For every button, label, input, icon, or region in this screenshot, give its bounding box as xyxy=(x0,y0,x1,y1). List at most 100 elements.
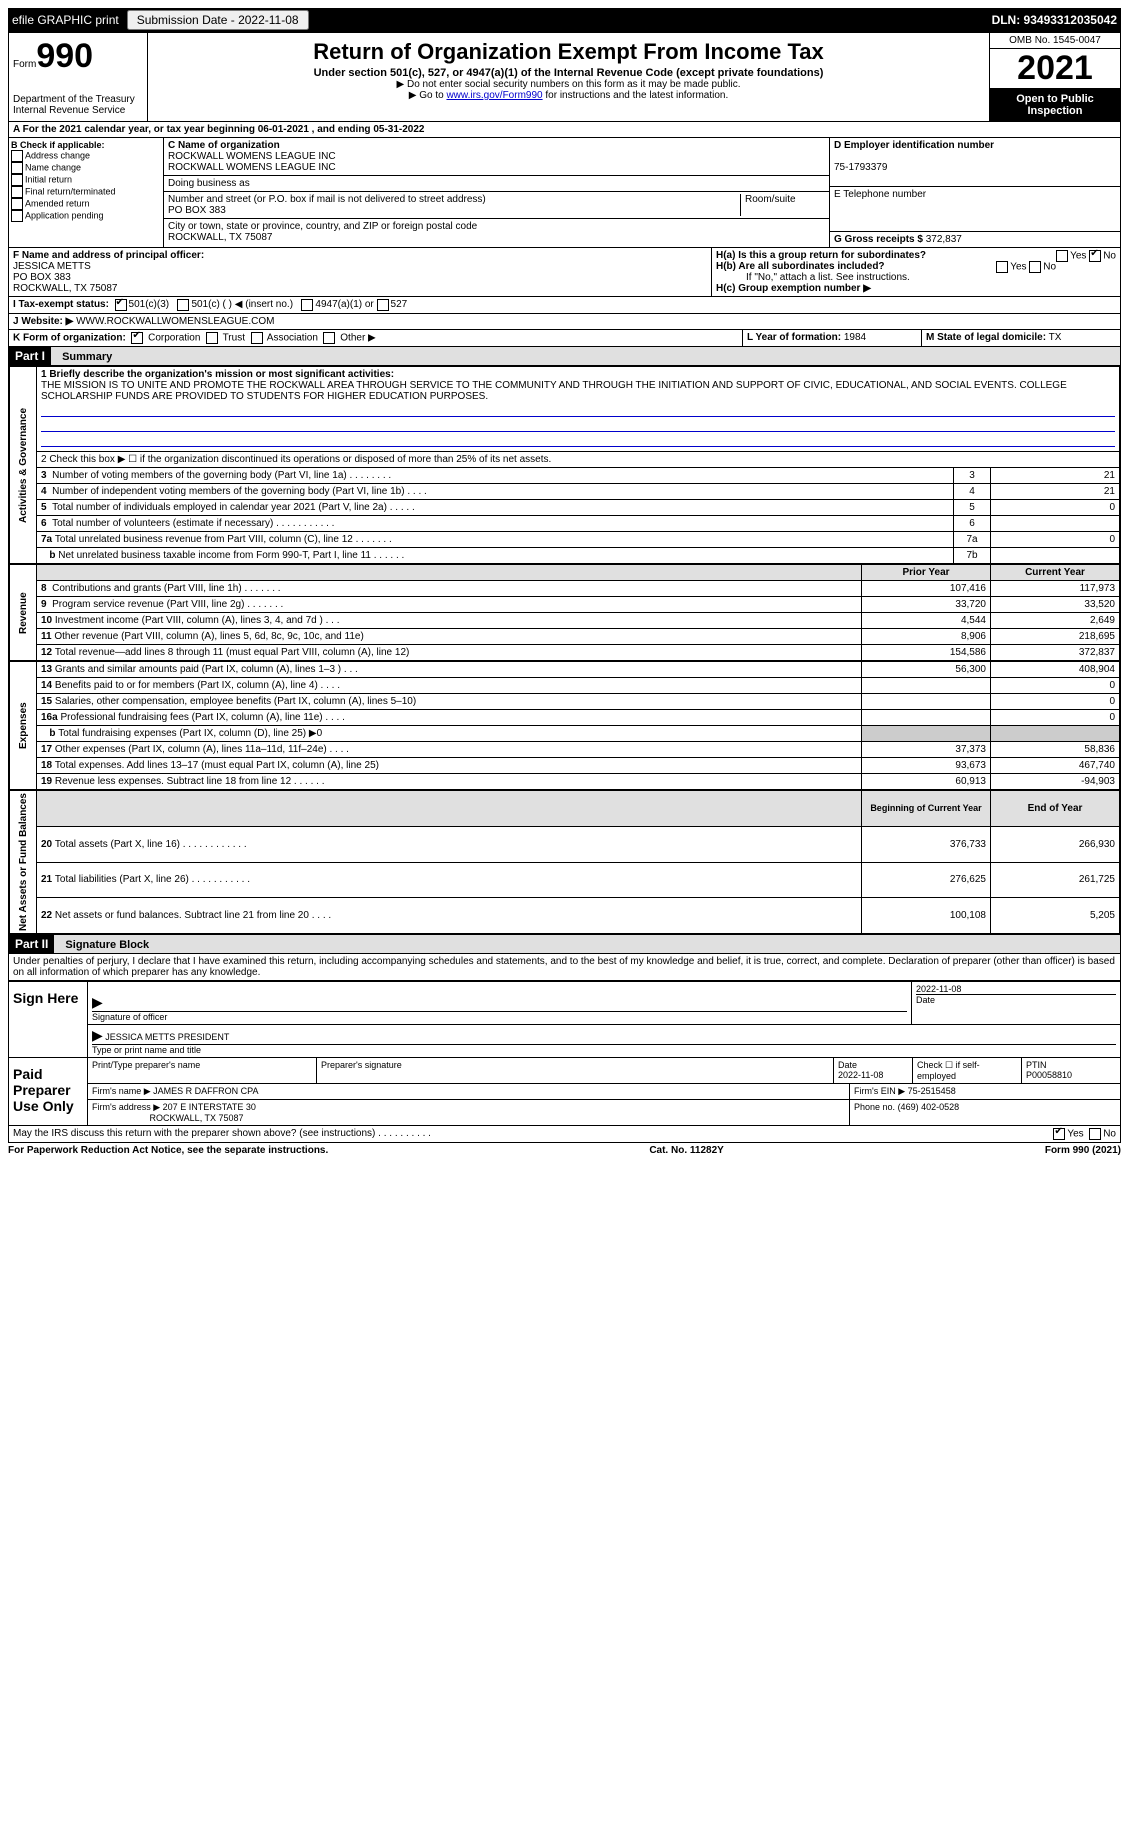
city-value: ROCKWALL, TX 75087 xyxy=(168,232,273,243)
rp12: 154,586 xyxy=(862,645,991,661)
gross-value: 372,837 xyxy=(926,234,962,245)
n7a: 7a xyxy=(41,534,52,545)
cb-assoc[interactable] xyxy=(251,332,263,344)
dba-label: Doing business as xyxy=(168,178,250,189)
hb-label: H(b) Are all subordinates included? xyxy=(716,261,885,272)
opt-pending: Application pending xyxy=(25,210,104,220)
cb-corp[interactable] xyxy=(131,332,143,344)
cb-4947[interactable] xyxy=(301,299,313,311)
gov-row-6: 6 Total number of volunteers (estimate i… xyxy=(10,516,1120,532)
cb-pending[interactable] xyxy=(11,210,23,222)
v6 xyxy=(991,516,1120,532)
cb-other[interactable] xyxy=(323,332,335,344)
cb-501c3[interactable] xyxy=(115,299,127,311)
v5: 0 xyxy=(991,500,1120,516)
opt-527: 527 xyxy=(391,299,408,311)
discuss-yes[interactable] xyxy=(1053,1128,1065,1140)
en16a: 16a xyxy=(41,712,58,723)
ec16b xyxy=(991,726,1120,742)
cb-address[interactable] xyxy=(11,150,23,162)
dln-label: DLN: 93493312035042 xyxy=(992,13,1117,27)
nt22: Net assets or fund balances. Subtract li… xyxy=(55,910,331,921)
cb-final[interactable] xyxy=(11,186,23,198)
sign-here-block: Sign Here ▶ Signature of officer 2022-11… xyxy=(8,981,1121,1058)
form-subtitle: Under section 501(c), 527, or 4947(a)(1)… xyxy=(152,67,985,79)
name-label: C Name of organization xyxy=(168,140,280,151)
nn20: 20 xyxy=(41,839,52,850)
rc9: 33,520 xyxy=(991,597,1120,613)
hdr-prior: Prior Year xyxy=(862,565,991,581)
blueline-3 xyxy=(41,434,1115,447)
t6: Total number of volunteers (estimate if … xyxy=(52,518,334,529)
street-value: PO BOX 383 xyxy=(168,205,226,216)
en13: 13 xyxy=(41,664,52,675)
ein-cell: D Employer identification number 75-1793… xyxy=(830,138,1120,187)
box3: 3 xyxy=(954,468,991,484)
ha-no[interactable] xyxy=(1089,250,1101,262)
nc20: 266,930 xyxy=(991,826,1120,862)
cb-amended[interactable] xyxy=(11,198,23,210)
firm-name: JAMES R DAFFRON CPA xyxy=(153,1086,258,1096)
blueline-1 xyxy=(41,404,1115,417)
en16b: b xyxy=(49,728,55,739)
paid-preparer-block: Paid Preparer Use Only Print/Type prepar… xyxy=(8,1058,1121,1126)
phone-cell: E Telephone number xyxy=(830,187,1120,232)
opt-assoc: Association xyxy=(267,333,318,344)
en17: 17 xyxy=(41,744,52,755)
topbar: efile GRAPHIC print Submission Date - 20… xyxy=(8,8,1121,32)
section-klm: K Form of organization: Corporation Trus… xyxy=(8,330,1121,347)
cb-name[interactable] xyxy=(11,162,23,174)
title-cell: Return of Organization Exempt From Incom… xyxy=(148,33,989,121)
rt8: Contributions and grants (Part VIII, lin… xyxy=(52,583,280,594)
form-prefix: Form xyxy=(13,59,36,70)
exp-row-18: 18 Total expenses. Add lines 13–17 (must… xyxy=(10,758,1120,774)
open-inspection: Open to Public Inspection xyxy=(990,89,1120,121)
rt10: Investment income (Part VIII, column (A)… xyxy=(55,615,340,626)
opt-address: Address change xyxy=(25,150,90,160)
ep14 xyxy=(862,678,991,694)
side-netassets: Net Assets or Fund Balances xyxy=(10,791,37,934)
exp-row-15: 15 Salaries, other compensation, employe… xyxy=(10,694,1120,710)
hb-yes[interactable] xyxy=(996,261,1008,273)
opt-501c: 501(c) ( ) ◀ (insert no.) xyxy=(191,299,293,311)
exp-row-14: 14 Benefits paid to or for members (Part… xyxy=(10,678,1120,694)
governance-table: Activities & Governance 1 Briefly descri… xyxy=(9,366,1120,564)
revenue-table: Revenue Prior Year Current Year 8 Contri… xyxy=(9,564,1120,661)
form-number: 990 xyxy=(36,37,93,75)
v7a: 0 xyxy=(991,532,1120,548)
hb-no[interactable] xyxy=(1029,261,1041,273)
org-name-1: ROCKWALL WOMENS LEAGUE INC xyxy=(168,151,336,162)
cb-501c[interactable] xyxy=(177,299,189,311)
et16b: Total fundraising expenses (Part IX, col… xyxy=(58,728,322,739)
part-2: Part II Signature Block Under penalties … xyxy=(8,935,1121,981)
submission-date-button[interactable]: Submission Date - 2022-11-08 xyxy=(127,10,309,30)
side-governance: Activities & Governance xyxy=(10,367,37,564)
exp-row-16b: b Total fundraising expenses (Part IX, c… xyxy=(10,726,1120,742)
section-deg: D Employer identification number 75-1793… xyxy=(829,138,1120,247)
ec16a: 0 xyxy=(991,710,1120,726)
j-label: J Website: ▶ xyxy=(13,316,73,327)
k-label: K Form of organization: xyxy=(13,333,126,344)
hdr-current: Current Year xyxy=(991,565,1120,581)
irs-link[interactable]: www.irs.gov/Form990 xyxy=(446,90,542,101)
v3: 21 xyxy=(991,468,1120,484)
v4: 21 xyxy=(991,484,1120,500)
ha-yes[interactable] xyxy=(1056,250,1068,262)
street-row: Number and street (or P.O. box if mail i… xyxy=(164,192,829,219)
line2: 2 Check this box ▶ ☐ if the organization… xyxy=(37,452,1120,468)
cb-initial[interactable] xyxy=(11,174,23,186)
l-label: L Year of formation: xyxy=(747,332,841,343)
mission-text: THE MISSION IS TO UNITE AND PROMOTE THE … xyxy=(41,380,1067,402)
form-title: Return of Organization Exempt From Incom… xyxy=(152,39,985,65)
t7b: Net unrelated business taxable income fr… xyxy=(58,550,404,561)
discuss-yes-label: Yes xyxy=(1067,1129,1083,1140)
cb-527[interactable] xyxy=(377,299,389,311)
discuss-row: May the IRS discuss this return with the… xyxy=(8,1126,1121,1143)
opt-trust: Trust xyxy=(223,333,245,344)
gov-row-4: 4 Number of independent voting members o… xyxy=(10,484,1120,500)
t4: Number of independent voting members of … xyxy=(52,486,427,497)
ec19: -94,903 xyxy=(991,774,1120,790)
cb-trust[interactable] xyxy=(206,332,218,344)
discuss-no[interactable] xyxy=(1089,1128,1101,1140)
nn21: 21 xyxy=(41,874,52,885)
